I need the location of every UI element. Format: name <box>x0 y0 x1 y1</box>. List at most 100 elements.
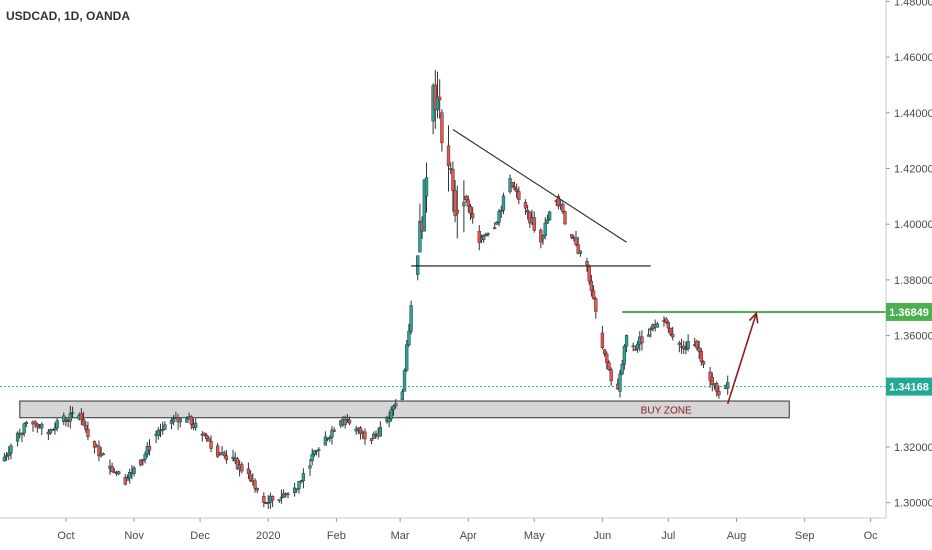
candle-body <box>372 433 376 439</box>
candle-body <box>402 369 407 392</box>
candle-body <box>512 186 517 190</box>
candle-body <box>561 204 565 212</box>
candle-body <box>92 441 97 448</box>
candle-body <box>22 423 26 434</box>
x-tick-label: Nov <box>124 530 144 542</box>
candle-body <box>715 383 719 392</box>
candle-body <box>671 334 675 338</box>
candle-body <box>281 493 286 498</box>
candle-body <box>699 351 703 362</box>
candle-body <box>328 437 332 439</box>
y-tick-label: 1.38000 <box>894 275 932 287</box>
candle-body <box>466 199 470 207</box>
y-tick-label: 1.46000 <box>894 52 932 64</box>
candle-body <box>147 445 152 451</box>
candle-body <box>482 235 486 241</box>
candle-body <box>400 391 404 400</box>
candle-body <box>405 344 409 371</box>
x-tick-label: Oc <box>864 530 879 542</box>
candle-body <box>686 341 690 349</box>
candle-body <box>416 255 420 275</box>
candle-body <box>576 244 580 254</box>
candle-body <box>607 362 611 370</box>
candle-body <box>594 298 598 312</box>
candle-body <box>438 96 442 101</box>
candle-body <box>253 480 257 489</box>
candle-body <box>125 477 130 481</box>
candle-body <box>497 211 501 223</box>
price-tags: 1.36849 1.34168 <box>886 302 932 396</box>
candle-body <box>189 416 193 425</box>
projection-arrowhead <box>748 311 759 324</box>
candle-body <box>312 450 317 455</box>
candle-body <box>664 318 668 323</box>
y-tick-label: 1.42000 <box>894 163 932 175</box>
candle-body <box>585 260 589 265</box>
candle-body <box>308 465 312 469</box>
candle-body <box>143 454 147 460</box>
candle-body <box>525 210 530 213</box>
candle-body <box>266 502 270 504</box>
chart-title: USDCAD, 1D, OANDA <box>6 9 130 23</box>
candle-body <box>207 438 211 442</box>
candle-body <box>369 438 374 441</box>
candle-body <box>62 415 66 422</box>
candle-body <box>710 377 714 386</box>
y-tick-label: 1.32000 <box>894 442 932 454</box>
candle-body <box>649 328 653 331</box>
candle-body <box>4 455 9 458</box>
candle-body <box>2 456 7 462</box>
candle-body <box>172 418 176 423</box>
candle-body <box>178 418 182 423</box>
candle-body <box>301 473 306 481</box>
candle-body <box>330 429 334 438</box>
candle-body <box>363 431 367 440</box>
candle-body <box>231 456 235 459</box>
candle-body <box>574 237 578 245</box>
candle-body <box>510 182 514 187</box>
candle-body <box>591 290 596 300</box>
candle-body <box>695 340 699 349</box>
candle-body <box>299 480 303 482</box>
candle-body <box>325 438 330 440</box>
candle-body <box>270 495 275 501</box>
candle-body <box>468 206 473 214</box>
candle-body <box>422 179 426 232</box>
candle-body <box>501 195 506 211</box>
candle-body <box>81 419 86 426</box>
candlesticks <box>2 69 730 510</box>
x-tick-label: Feb <box>327 530 346 542</box>
candle-body <box>110 466 114 473</box>
plot-background <box>0 0 886 518</box>
candle-body <box>453 190 457 216</box>
candle-body <box>70 412 75 414</box>
candle-body <box>295 488 299 490</box>
levels <box>0 128 886 405</box>
candle-body <box>517 191 521 200</box>
x-tick-label: Jun <box>594 530 612 542</box>
candle-body <box>620 363 624 375</box>
candle-body <box>33 421 37 425</box>
candle-body <box>668 327 673 335</box>
candle-body <box>163 424 167 430</box>
candle-body <box>418 220 422 253</box>
candle-body <box>240 464 244 472</box>
candle-body <box>471 213 475 219</box>
candle-body <box>602 349 607 355</box>
candle-body <box>53 427 57 430</box>
candle-body <box>156 429 160 437</box>
candle-body <box>86 429 90 437</box>
buy-zone-box <box>19 400 790 419</box>
x-tick-label: Sep <box>795 530 815 542</box>
candle-body <box>605 353 609 363</box>
candle-body <box>161 429 165 431</box>
candle-body <box>493 227 497 229</box>
candle-body <box>543 222 547 236</box>
candle-body <box>477 230 481 243</box>
candle-body <box>717 391 721 396</box>
candle-body <box>677 342 681 345</box>
candle-body <box>317 449 321 451</box>
candle-body <box>35 423 40 428</box>
candle-body <box>589 280 594 291</box>
